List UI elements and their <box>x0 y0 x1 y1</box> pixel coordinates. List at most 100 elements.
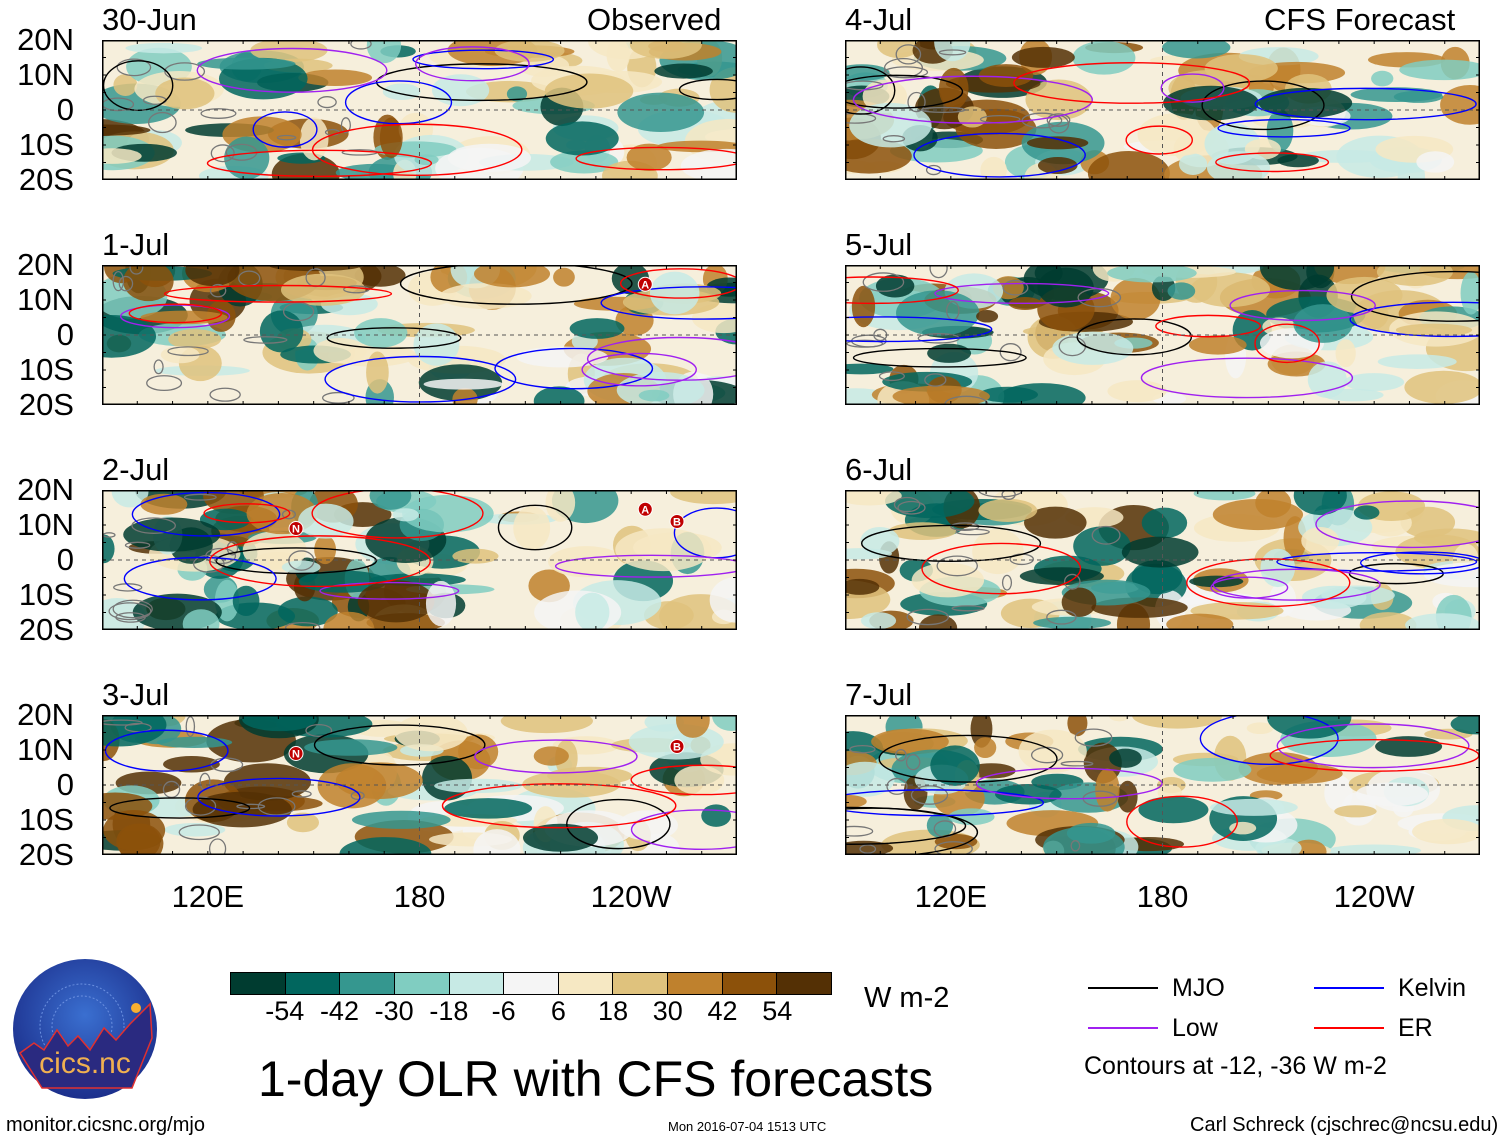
coastline <box>845 825 874 837</box>
olr-anomaly-blob <box>102 124 151 136</box>
olr-anomaly-blob <box>1190 272 1271 308</box>
coastline <box>905 754 921 771</box>
coastline <box>1046 113 1071 127</box>
olr-anomaly-blob <box>1166 613 1234 630</box>
olr-anomaly-blob <box>1019 567 1104 586</box>
legend-line-mjo <box>1088 987 1158 989</box>
olr-anomaly-blob <box>553 267 575 287</box>
coastline <box>257 797 296 816</box>
storm-marker-label: N <box>292 524 300 536</box>
source-url[interactable]: monitor.cicsnc.org/mjo <box>6 1114 205 1136</box>
y-tick-label: 20S <box>18 387 74 422</box>
coastline <box>910 785 949 805</box>
contour-low <box>581 352 697 387</box>
coastline <box>862 272 905 292</box>
contour-mjo <box>845 807 979 855</box>
contour-low <box>1210 576 1289 599</box>
author: Carl Schreck (cjschrec@ncsu.edu) <box>1190 1114 1499 1136</box>
coastline <box>226 541 239 556</box>
coastline <box>210 144 235 163</box>
olr-anomaly-blob <box>1353 505 1380 520</box>
contour-low <box>474 739 638 774</box>
olr-anomaly-blob <box>1376 265 1453 287</box>
olr-anomaly-blob <box>1249 790 1283 801</box>
panel-date: 4-Jul <box>845 2 913 37</box>
coastline <box>1001 574 1013 591</box>
olr-anomaly-blob <box>1025 79 1092 121</box>
olr-anomaly-blob <box>896 290 980 336</box>
olr-map-panel <box>845 715 1480 855</box>
contour-kelvin <box>845 789 1045 817</box>
olr-anomaly-blob <box>930 745 980 786</box>
y-tick-label: 0 <box>56 92 74 127</box>
olr-anomaly-blob <box>1359 612 1417 630</box>
coastline <box>1046 609 1077 625</box>
contour-mjo <box>326 327 462 349</box>
olr-anomaly-blob <box>545 121 619 156</box>
olr-anomaly-blob <box>1412 818 1480 845</box>
coastline <box>938 49 967 56</box>
olr-anomaly-blob <box>366 40 402 64</box>
olr-anomaly-blob <box>1297 150 1392 163</box>
storm-marker: B <box>669 514 685 529</box>
olr-anomaly-blob <box>533 746 569 766</box>
olr-anomaly-blob <box>250 40 328 63</box>
olr-anomaly-blob <box>1399 59 1480 81</box>
contour-er <box>209 535 431 588</box>
olr-anomaly-blob <box>280 273 366 306</box>
olr-anomaly-blob <box>1335 339 1356 368</box>
x-tick-label: 120E <box>171 879 245 914</box>
olr-anomaly-blob <box>617 92 705 132</box>
y-tick-label: 10N <box>17 57 74 92</box>
contour-kelvin <box>845 316 993 343</box>
olr-anomaly-blob <box>544 73 634 109</box>
olr-anomaly-blob <box>1037 267 1094 308</box>
contour-mjo <box>313 724 486 766</box>
olr-anomaly-blob <box>314 535 337 565</box>
y-tick-label: 10N <box>17 732 74 767</box>
colorbar-swatch <box>340 973 395 994</box>
colorbar-tick-label: -18 <box>429 996 469 1026</box>
contour-er <box>1186 558 1351 608</box>
olr-anomaly-blob <box>1162 40 1231 59</box>
olr-anomaly-blob <box>1011 46 1075 68</box>
x-tick-label: 120W <box>590 879 672 914</box>
colorbar-swatch <box>777 973 832 994</box>
contour-kelvin <box>252 111 318 148</box>
olr-anomaly-blob <box>680 148 737 180</box>
olr-anomaly-blob <box>516 346 609 368</box>
olr-anomaly-blob <box>892 385 990 405</box>
olr-anomaly-blob <box>1460 271 1480 315</box>
olr-anomaly-blob <box>1109 748 1142 768</box>
olr-anomaly-blob <box>1033 616 1112 630</box>
coastline <box>208 838 227 855</box>
olr-anomaly-blob <box>712 715 737 731</box>
contour-kelvin <box>104 729 229 772</box>
olr-anomaly-blob <box>911 562 985 598</box>
olr-anomaly-blob <box>125 42 203 54</box>
x-tick-label: 120W <box>1333 879 1415 914</box>
olr-anomaly-blob <box>155 77 215 110</box>
contour-mjo <box>845 66 896 115</box>
olr-anomaly-blob <box>675 715 710 738</box>
olr-anomaly-blob <box>223 763 311 801</box>
contour-mjo <box>852 347 1027 368</box>
coastline <box>112 270 125 292</box>
olr-map-panel: NB <box>102 715 737 855</box>
olr-anomaly-blob <box>434 778 522 794</box>
coastline <box>936 555 978 577</box>
olr-anomaly-blob <box>168 329 222 350</box>
contour-note: Contours at -12, -36 W m-2 <box>1084 1052 1387 1080</box>
olr-anomaly-blob <box>522 823 599 852</box>
coastline <box>305 723 333 737</box>
contour-kelvin <box>600 286 737 320</box>
legend-label-mjo: MJO <box>1172 974 1225 1002</box>
coastline <box>183 493 217 501</box>
colorbar-tick-label: 54 <box>762 996 793 1026</box>
olr-anomaly-blob <box>1072 40 1136 75</box>
coastline <box>209 387 241 402</box>
olr-anomaly-blob <box>1087 151 1170 180</box>
contour-low <box>119 304 231 329</box>
coastline <box>883 57 924 78</box>
olr-anomaly-blob <box>1052 331 1134 365</box>
